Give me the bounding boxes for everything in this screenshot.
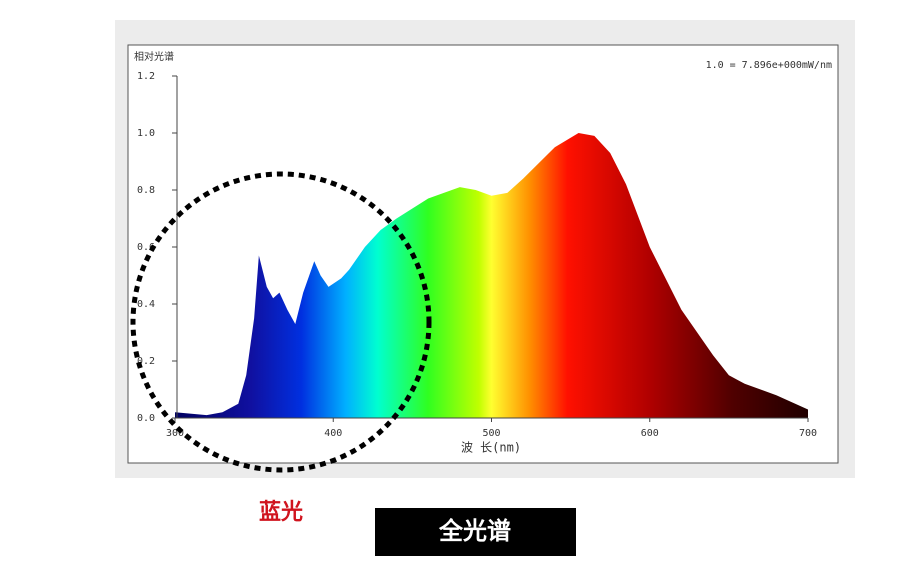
plot: 0.0 0.2 0.4 0.6 0.8 1.0 1.2 300 400 500 600 700: [137, 71, 817, 439]
callout-label: 蓝光: [259, 500, 303, 525]
y-tick-label: 0.6: [137, 242, 155, 253]
y-tick-label: 0.0: [137, 413, 155, 424]
caption: 全光谱: [438, 517, 511, 545]
x-axis-label: 波 长(nm): [461, 441, 521, 455]
y-tick-label: 0.8: [137, 185, 155, 196]
x-tick-label: 400: [324, 428, 342, 439]
x-tick-label: 300: [166, 428, 184, 439]
highlight-circle: [130, 171, 432, 473]
y-tick-label: 0.4: [137, 299, 155, 310]
annotation: 1.0 = 7.896e+000mW/nm: [706, 60, 832, 71]
y-tick-label: 1.2: [137, 71, 155, 82]
y-tick-label: 1.0: [137, 128, 155, 139]
x-tick-label: 700: [799, 428, 817, 439]
x-tick-label: 500: [482, 428, 500, 439]
y-tick-label: 0.2: [137, 356, 155, 367]
caption-box: [375, 508, 576, 556]
x-tick-label: 600: [641, 428, 659, 439]
y-axis-label: 相对光谱: [134, 50, 174, 63]
spectrum-area: [175, 133, 808, 418]
